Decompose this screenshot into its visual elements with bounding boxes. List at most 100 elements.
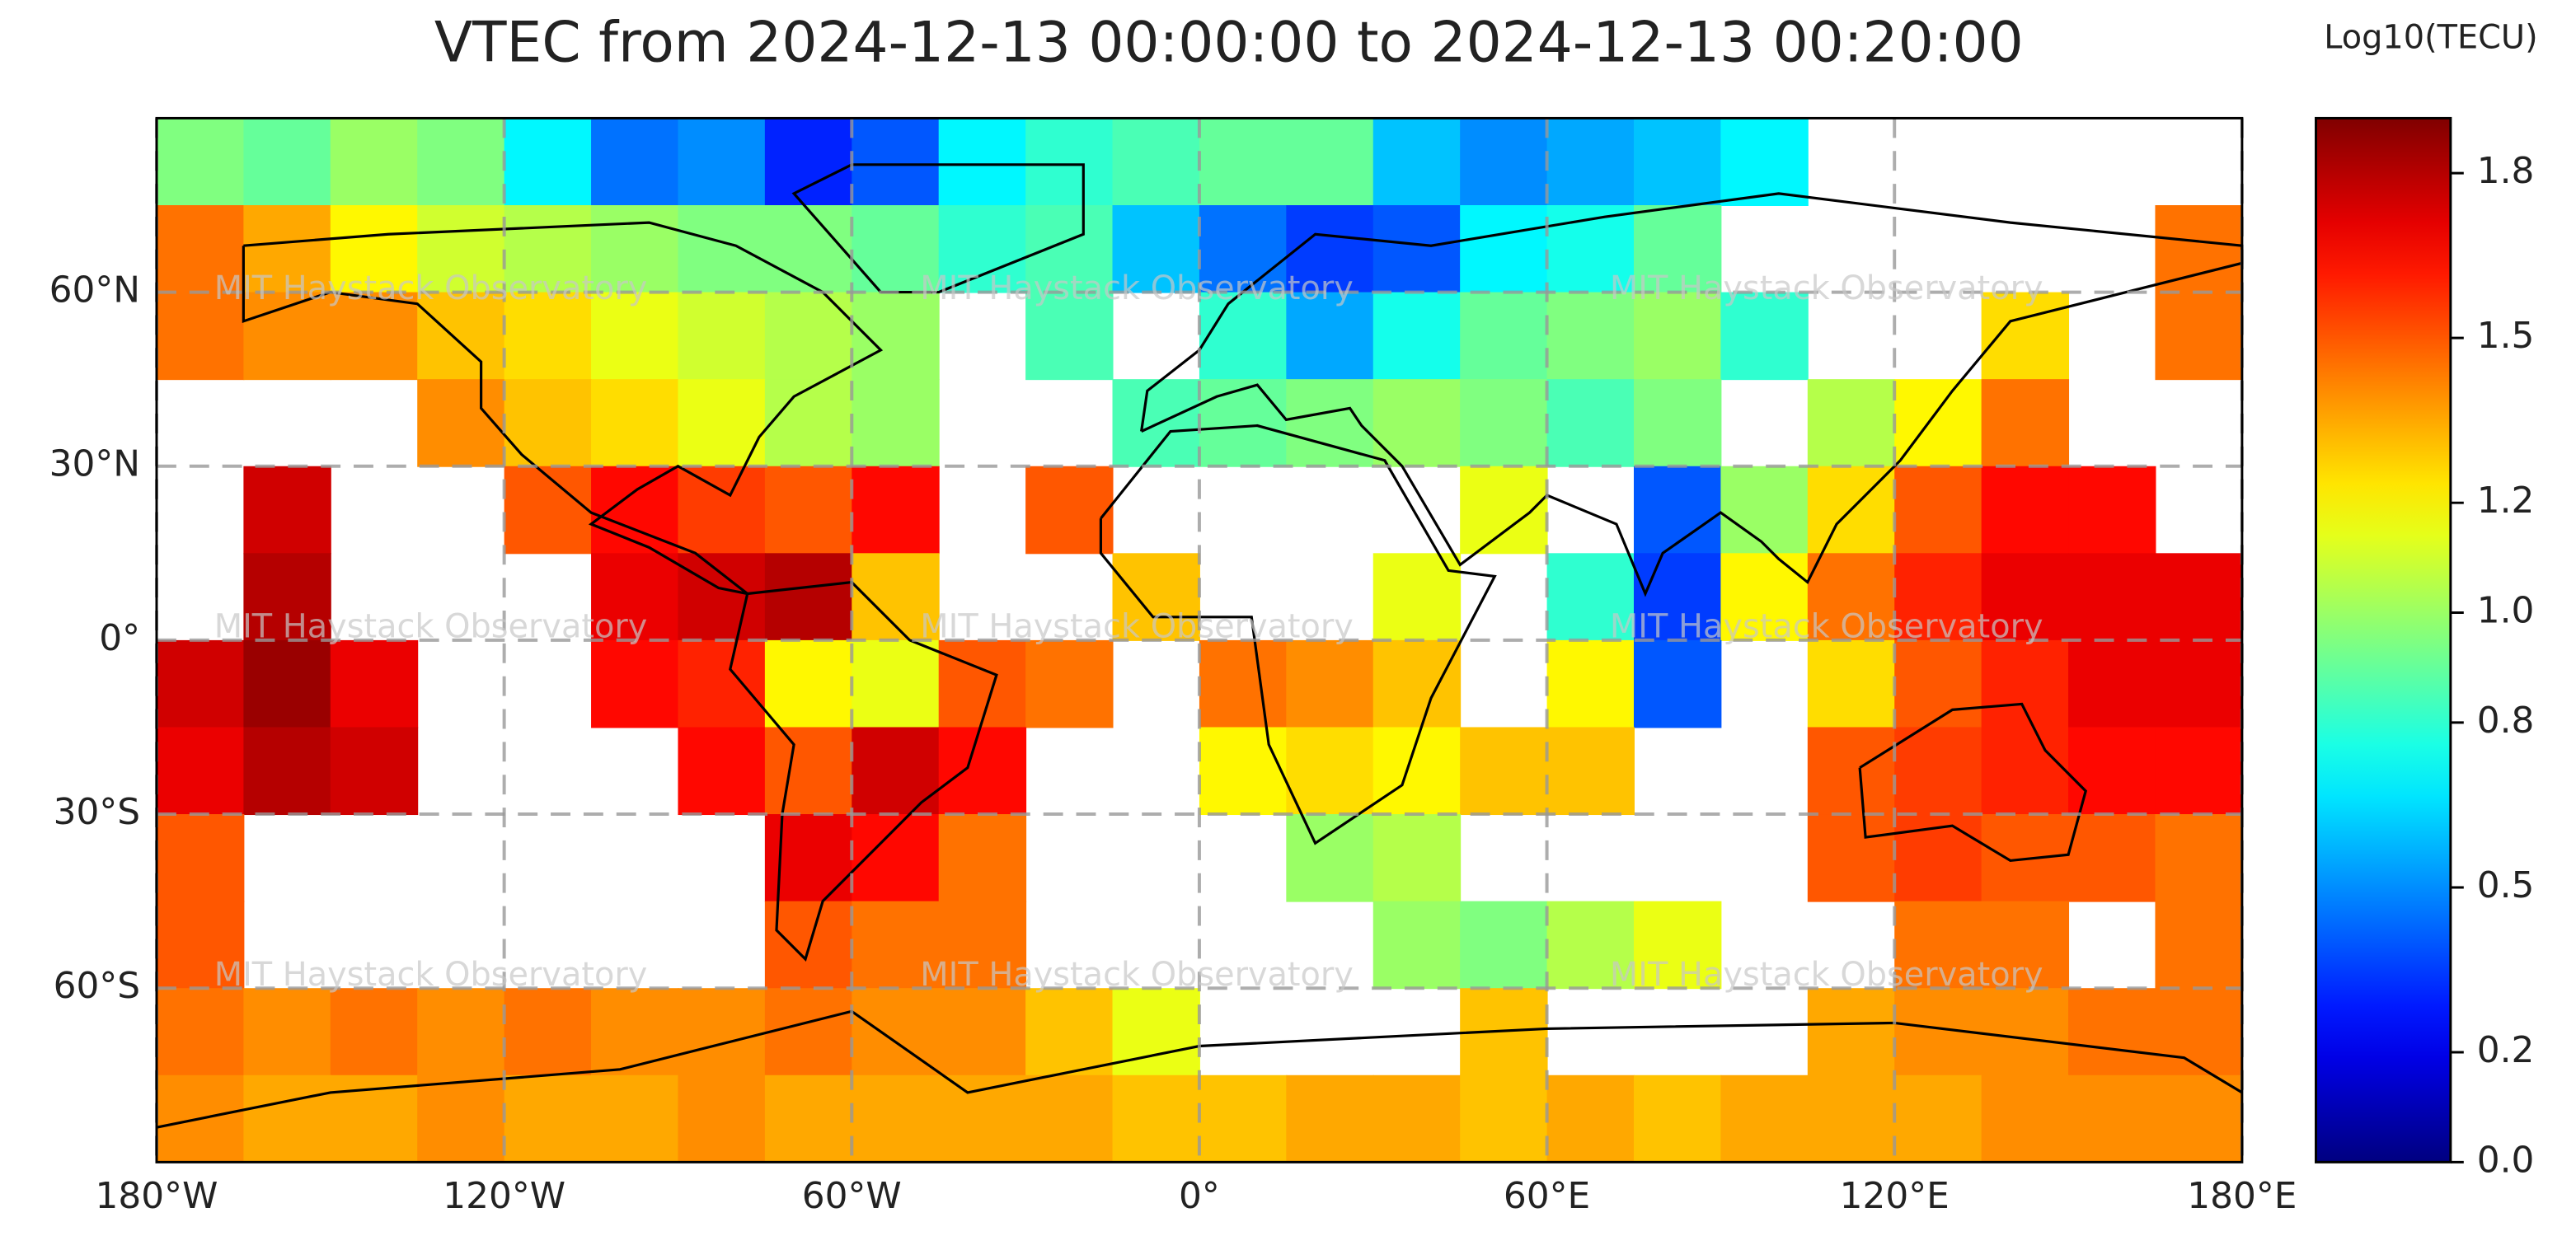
cell [1460,379,1548,467]
cell [852,205,940,293]
cell [591,292,679,381]
y-tick-label: 30°N [49,443,140,485]
cell [504,466,593,555]
cell [764,553,853,641]
colorbar-tick-label: 1.5 [2477,315,2535,357]
cell [1025,292,1114,381]
x-tick-label: 180°E [2187,1175,2297,1217]
cell [417,988,505,1076]
cell [243,205,331,293]
watermark: MIT Haystack Observatory [1610,269,2043,307]
cell [764,466,853,555]
cell [2068,466,2156,555]
cell [852,901,940,990]
cell [156,727,245,816]
cell [243,466,331,555]
cell [1894,1074,1982,1163]
colorbar-tick-label: 0.8 [2477,700,2535,742]
cell [591,205,679,293]
cell [1546,292,1635,381]
cell [852,118,940,206]
cell [1807,727,1896,816]
cell [1807,814,1896,902]
cell [1112,205,1200,293]
watermark: MIT Haystack Observatory [920,269,1354,307]
cell [764,1074,853,1163]
cell [1720,292,1809,381]
x-tick-label: 180°W [96,1175,218,1217]
cell [1286,118,1374,206]
cell [938,727,1027,816]
coastline [729,580,998,962]
cell [1633,901,1722,990]
watermark: MIT Haystack Observatory [920,607,1354,645]
cell [2155,814,2243,902]
cell [1981,466,2070,555]
colorbar-tick-label: 1.0 [2477,590,2535,632]
x-tick-label: 60°W [802,1175,902,1217]
cell [1546,639,1635,728]
x-tick-label: 0° [1179,1175,1220,1217]
cell [1894,379,1982,467]
cell [330,205,419,293]
cell [1633,379,1722,467]
cell [1460,292,1548,381]
cell [852,1074,940,1163]
cell [1460,466,1548,555]
cell [504,205,593,293]
cell [938,901,1027,990]
cell [1981,639,2070,728]
cell [2155,553,2243,641]
cell [591,118,679,206]
cell [1372,292,1462,381]
cell [591,988,679,1076]
cell [591,379,679,467]
coastline [1858,702,2088,863]
cell [330,988,419,1076]
cell [1286,292,1374,381]
cell [678,727,766,816]
colorbar-tick-label: 1.8 [2477,150,2535,192]
cell [156,639,245,728]
cell [2155,639,2243,728]
cell [1199,1074,1288,1163]
cell [1720,1074,1809,1163]
colorbar-tick-label: 0.5 [2477,864,2535,906]
cell [156,292,245,381]
cell [1981,1074,2070,1163]
coastline [156,1009,2243,1129]
cell [1025,205,1114,293]
cell [1372,553,1462,641]
cell [1286,205,1374,293]
cell [417,118,505,206]
cell [1025,1074,1114,1163]
cell [678,466,766,555]
cell [243,727,331,816]
cell [1460,118,1548,206]
cell [1199,205,1288,293]
cell [1981,727,2070,816]
cell [2155,1074,2243,1163]
watermark: MIT Haystack Observatory [214,269,648,307]
colorbar-tick-label: 0.2 [2477,1029,2535,1071]
colorbar-tick-label: 1.2 [2477,480,2535,522]
cell [678,639,766,728]
coastlines [156,163,2244,1129]
cell [1286,814,1374,902]
cell [2068,639,2156,728]
cell [1199,639,1288,728]
heatmap-cells [156,118,2243,1163]
cell [2068,988,2156,1076]
cell [1807,639,1896,728]
cell [243,553,331,641]
cell [1199,292,1288,381]
cell [1807,988,1896,1076]
cell [2068,814,2156,902]
cell [678,553,766,641]
cell [1025,118,1114,206]
cell [764,292,853,381]
cell [1372,118,1462,206]
cell [1025,988,1114,1076]
cell [1981,901,2070,990]
cell [1894,466,1982,555]
